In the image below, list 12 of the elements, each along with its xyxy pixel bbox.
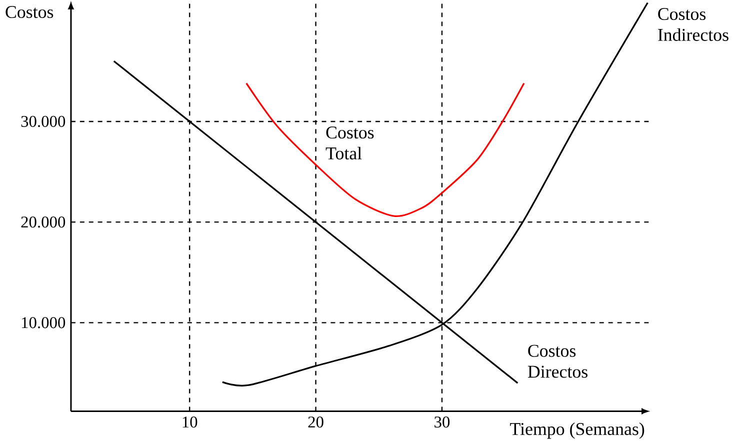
x-tick-label: 10 <box>182 416 198 428</box>
y-axis-title: Costos <box>6 6 54 18</box>
x-tick-label: 30 <box>434 416 450 428</box>
series-label: Costos Directos <box>528 344 588 378</box>
series-label: Costos Total <box>326 126 374 160</box>
y-tick-label: 10.000 <box>22 317 66 328</box>
y-tick-label: 30.000 <box>21 116 66 128</box>
y-tick-label: 20.000 <box>21 216 66 228</box>
line-series <box>246 82 525 218</box>
x-tick-label: 20 <box>308 416 324 428</box>
series-label: Costos Indirectos <box>658 8 728 42</box>
x-axis-title: Tiempo (Semanas) <box>510 422 644 439</box>
